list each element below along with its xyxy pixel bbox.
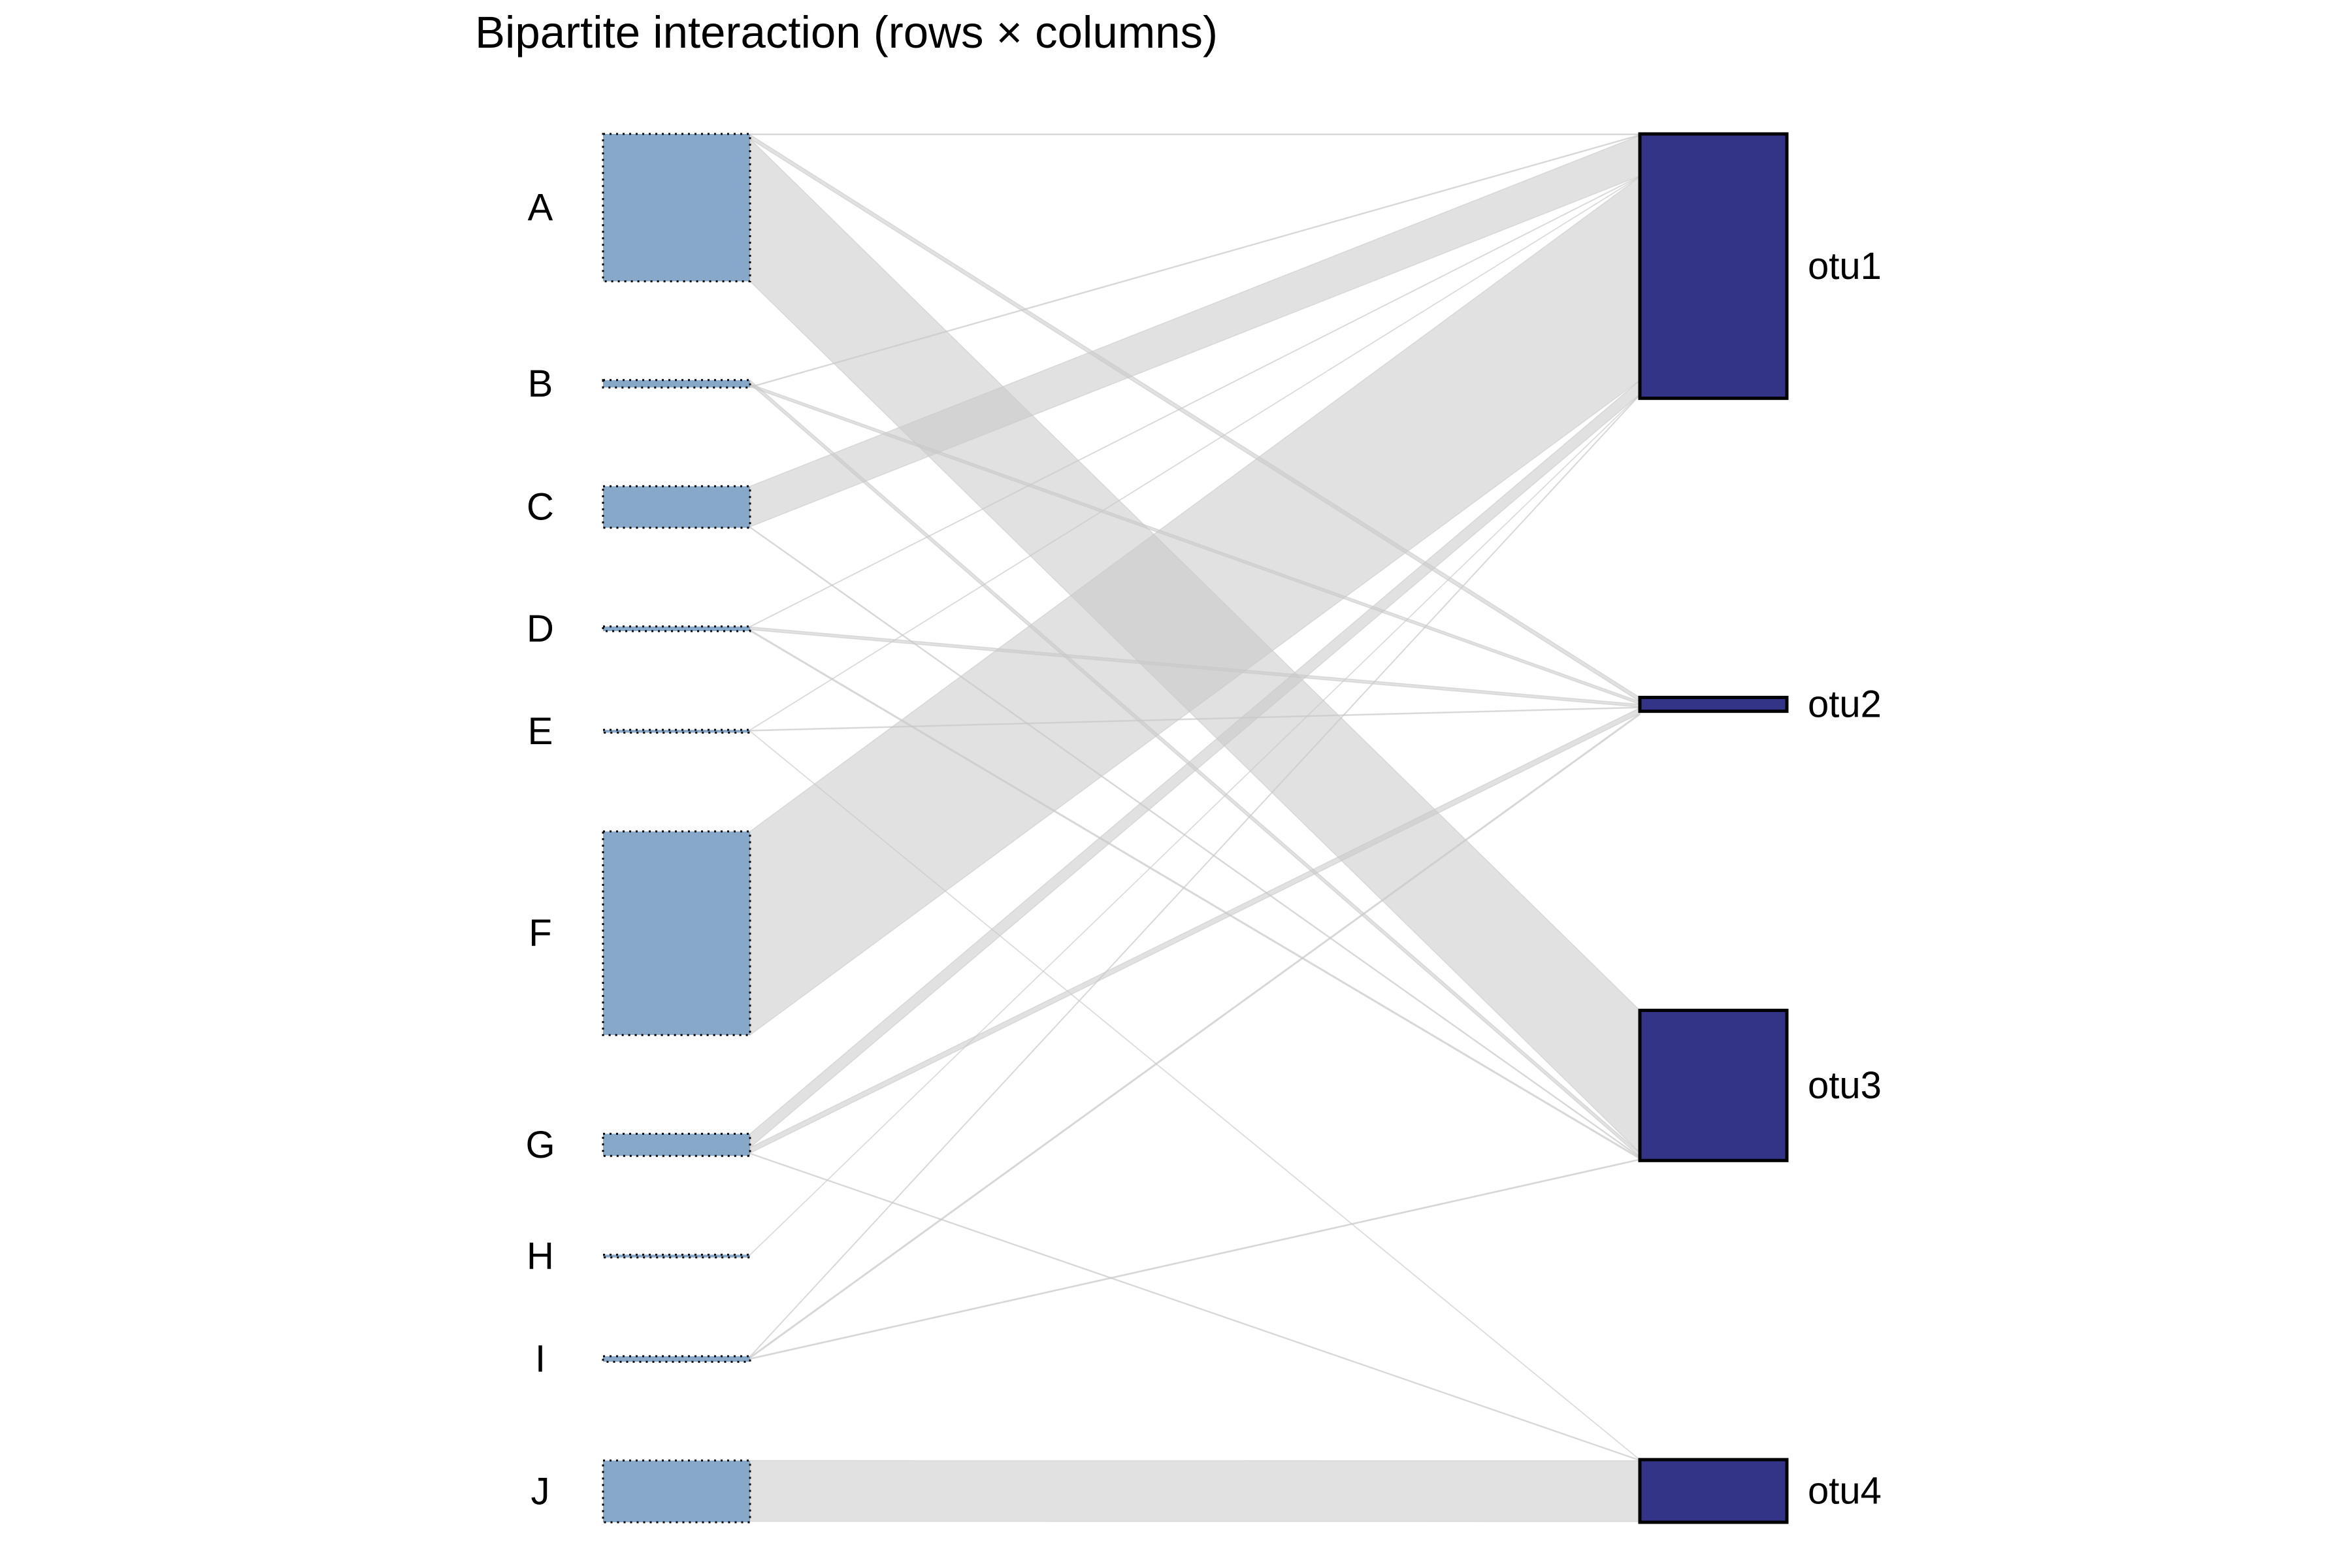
lower-label-B: B <box>528 363 553 405</box>
lower-label-I: I <box>535 1338 546 1380</box>
lower-box-G <box>602 1132 751 1157</box>
lower-label-A: A <box>528 186 553 229</box>
higher-label-otu2: otu2 <box>1808 683 1882 726</box>
link-I-otu3 <box>749 1158 1641 1360</box>
interaction-links <box>749 133 1641 1522</box>
lower-label-G: G <box>525 1124 555 1166</box>
higher-box-otu1 <box>1638 132 1789 400</box>
lower-label-J: J <box>531 1470 550 1512</box>
lower-box-C <box>602 485 751 529</box>
lower-box-I <box>602 1355 751 1363</box>
lower-box-F <box>602 830 751 1036</box>
link-G-otu4 <box>749 1152 1641 1462</box>
lower-box-H <box>602 1253 751 1259</box>
link-A-otu1 <box>749 133 1641 135</box>
higher-label-otu4: otu4 <box>1808 1470 1882 1512</box>
chart-title: Bipartite interaction (rows × columns) <box>475 7 1218 57</box>
higher-label-otu3: otu3 <box>1808 1064 1882 1107</box>
lower-box-E <box>602 728 751 734</box>
lower-label-D: D <box>527 608 554 650</box>
lower-label-E: E <box>528 710 553 753</box>
lower-box-A <box>602 133 751 283</box>
higher-box-otu3 <box>1638 1008 1789 1162</box>
lower-box-J <box>602 1460 751 1524</box>
lower-label-C: C <box>527 486 554 529</box>
higher-box-otu4 <box>1638 1458 1789 1524</box>
lower-label-F: F <box>529 912 551 955</box>
link-J-otu4 <box>749 1460 1641 1522</box>
lower-box-D <box>602 625 751 632</box>
higher-label-otu1: otu1 <box>1808 245 1882 287</box>
higher-level-boxes: otu1 otu2 otu3 otu4 <box>1638 132 1882 1524</box>
higher-box-otu2 <box>1638 695 1789 713</box>
lower-box-B <box>602 379 751 389</box>
lower-level-boxes: A B C D E F G H I J <box>525 133 751 1524</box>
lower-label-H: H <box>527 1235 554 1277</box>
